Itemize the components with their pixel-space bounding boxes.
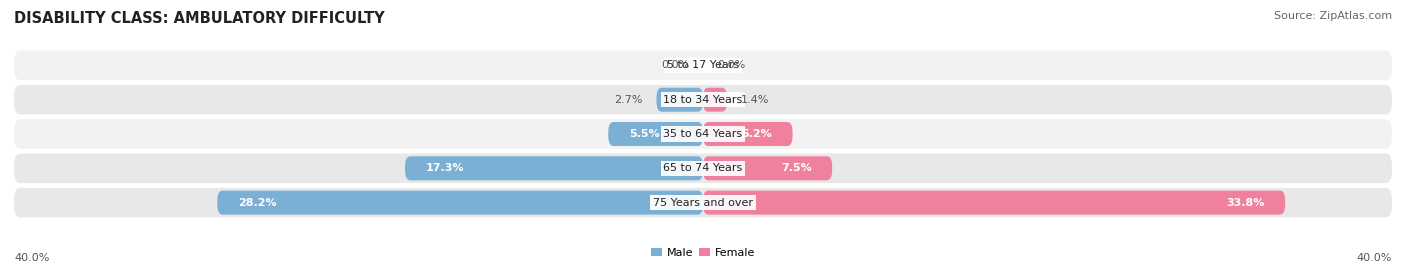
FancyBboxPatch shape — [405, 156, 703, 180]
Text: 33.8%: 33.8% — [1226, 198, 1264, 208]
FancyBboxPatch shape — [703, 156, 832, 180]
Text: 0.0%: 0.0% — [717, 60, 745, 70]
FancyBboxPatch shape — [703, 122, 793, 146]
Text: 7.5%: 7.5% — [780, 163, 811, 173]
FancyBboxPatch shape — [218, 191, 703, 215]
FancyBboxPatch shape — [14, 154, 1392, 183]
Text: 40.0%: 40.0% — [14, 253, 49, 263]
Text: 5.2%: 5.2% — [741, 129, 772, 139]
FancyBboxPatch shape — [14, 119, 1392, 149]
Text: 1.4%: 1.4% — [741, 95, 769, 105]
FancyBboxPatch shape — [609, 122, 703, 146]
Legend: Male, Female: Male, Female — [647, 243, 759, 262]
Text: 2.7%: 2.7% — [614, 95, 643, 105]
FancyBboxPatch shape — [14, 51, 1392, 80]
FancyBboxPatch shape — [657, 88, 703, 112]
Text: 40.0%: 40.0% — [1357, 253, 1392, 263]
Text: 28.2%: 28.2% — [238, 198, 277, 208]
FancyBboxPatch shape — [703, 191, 1285, 215]
FancyBboxPatch shape — [14, 188, 1392, 217]
Text: 18 to 34 Years: 18 to 34 Years — [664, 95, 742, 105]
FancyBboxPatch shape — [703, 88, 727, 112]
Text: 5.5%: 5.5% — [628, 129, 659, 139]
FancyBboxPatch shape — [14, 85, 1392, 114]
Text: Source: ZipAtlas.com: Source: ZipAtlas.com — [1274, 11, 1392, 21]
Text: 17.3%: 17.3% — [426, 163, 464, 173]
Text: 5 to 17 Years: 5 to 17 Years — [666, 60, 740, 70]
Text: 75 Years and over: 75 Years and over — [652, 198, 754, 208]
Text: DISABILITY CLASS: AMBULATORY DIFFICULTY: DISABILITY CLASS: AMBULATORY DIFFICULTY — [14, 11, 385, 26]
Text: 65 to 74 Years: 65 to 74 Years — [664, 163, 742, 173]
Text: 35 to 64 Years: 35 to 64 Years — [664, 129, 742, 139]
Text: 0.0%: 0.0% — [661, 60, 689, 70]
